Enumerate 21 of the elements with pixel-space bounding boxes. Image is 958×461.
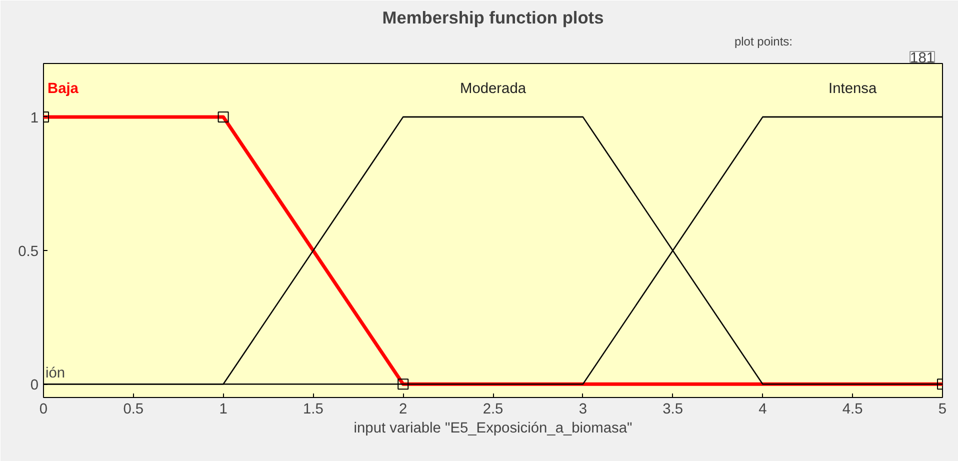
x-axis-title: input variable "E5_Exposición_a_biomasa"	[354, 420, 632, 436]
text: plot points:	[734, 34, 793, 48]
x-tick-label: 0.5	[123, 402, 144, 418]
annotation: 181	[910, 50, 935, 66]
y-tick-label: 0.5	[18, 244, 38, 260]
series-label: Intensa	[828, 80, 878, 97]
x-tick-label: 3.5	[662, 402, 683, 418]
y-tick-label: 1	[30, 110, 39, 126]
series-label: Baja	[48, 80, 80, 97]
series-label: Moderada	[460, 80, 527, 97]
x-tick-label: 1.5	[303, 402, 324, 418]
y-axis-title: ión	[46, 365, 66, 382]
x-tick-label: 3	[578, 402, 587, 418]
chart-title: Membership function plots	[382, 8, 604, 28]
x-tick-label: 1	[219, 402, 228, 418]
x-tick-label: 2	[399, 402, 408, 418]
x-tick-label: 4	[758, 402, 767, 418]
x-tick-label: 4.5	[842, 402, 863, 418]
x-tick-label: 2.5	[482, 402, 504, 418]
y-tick-label: 0	[30, 378, 39, 394]
x-tick-label: 5	[938, 402, 947, 418]
